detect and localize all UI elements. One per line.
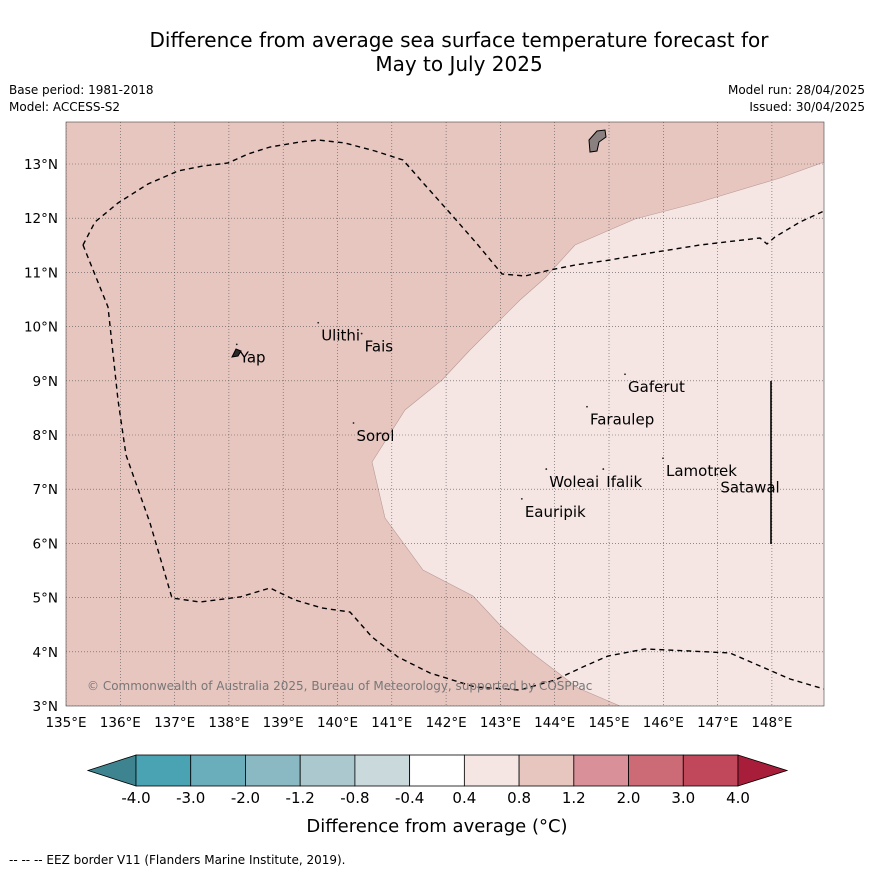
colorbar-tick-label: 4.0 (726, 789, 750, 807)
colorbar-segment (245, 754, 301, 787)
lat-tick-label: 11°N (24, 265, 58, 281)
colorbar-segment (573, 754, 629, 787)
atoll-marker (520, 497, 523, 500)
light-anomaly-region (372, 162, 824, 706)
colorbar-tick-label: 2.0 (617, 789, 641, 807)
base-period: Base period: 1981-2018 (9, 83, 154, 97)
yap-island (231, 348, 242, 358)
lon-tick-label: 148°E (751, 715, 792, 731)
colorbar-segment (190, 754, 246, 787)
colorbar: -4.0 -3.0 -2.0 -1.2 -0.8 -0.4 0.4 0.8 1.2 2.0 3.0 4… (86, 754, 789, 807)
colorbar-segment (299, 754, 356, 787)
colorbar-segment (682, 754, 739, 787)
lon-tick-label: 140°E (317, 715, 358, 731)
place-label: Faraulep (590, 411, 654, 429)
lat-tick-label: 10°N (24, 320, 58, 336)
colorbar-segment (463, 754, 520, 787)
colorbar-segment (628, 754, 684, 787)
place-label: Ulithi (321, 327, 360, 345)
colorbar-tick-label: -2.0 (231, 789, 260, 807)
place-label: Woleai (549, 473, 599, 491)
atoll-marker (360, 332, 363, 335)
atoll-marker (545, 468, 548, 470)
atoll-marker (586, 405, 588, 408)
place-label: Satawal (720, 478, 779, 496)
atoll-marker (662, 457, 664, 460)
colorbar-segment (354, 754, 411, 787)
latitude-tick-labels: 3°N 4°N 5°N 6°N 7°N 8°N 9°N 10°N 11°N 12°N 13°N (24, 157, 58, 715)
lat-tick-label: 8°N (33, 428, 58, 444)
title-line-1: Difference from average sea surface temp… (149, 28, 769, 52)
atoll-marker (317, 321, 320, 324)
meta-right: Model run: 28/04/2025 Issued: 30/04/2025 (728, 82, 865, 116)
place-label: Eauripik (525, 503, 586, 521)
lat-tick-label: 9°N (33, 374, 58, 390)
eez-legend-note: -- -- -- EEZ border V11 (Flanders Marine… (9, 853, 346, 867)
colorbar-segment (135, 754, 192, 787)
lon-tick-label: 146°E (643, 715, 684, 731)
colorbar-label: Difference from average (°C) (306, 816, 567, 837)
atoll-marker (235, 343, 238, 346)
atoll-marker (352, 422, 355, 424)
issued-date: Issued: 30/04/2025 (749, 100, 865, 114)
lon-tick-label: 144°E (534, 715, 575, 731)
place-label: Sorol (357, 427, 395, 445)
guam-island (588, 129, 607, 153)
colorbar-tick-label: -3.0 (176, 789, 205, 807)
lon-tick-label: 141°E (371, 715, 412, 731)
lon-tick-label: 137°E (154, 715, 195, 731)
longitude-tick-labels: 135°E 136°E 137°E 138°E 139°E 140°E 141°E 142°E… (45, 715, 792, 731)
place-labels: Yap Ulithi Fais Sorol Gaferut Faraulep Woleai I… (235, 321, 780, 521)
atoll-marker (624, 373, 626, 376)
lon-tick-label: 139°E (263, 715, 304, 731)
lat-tick-label: 6°N (33, 536, 58, 552)
lon-tick-label: 147°E (697, 715, 738, 731)
lon-tick-label: 143°E (480, 715, 521, 731)
lon-tick-label: 142°E (426, 715, 467, 731)
place-label: Fais (365, 338, 394, 356)
colorbar-segment (518, 754, 575, 787)
title-line-2: May to July 2025 (375, 52, 543, 76)
colorbar-tick-label: -0.4 (395, 789, 424, 807)
colorbar-under-arrow (86, 754, 137, 787)
lat-tick-label: 13°N (24, 157, 58, 173)
model-run: Model run: 28/04/2025 (727, 83, 865, 97)
atoll-marker (716, 473, 719, 476)
map-frame (65, 121, 825, 707)
place-label: Lamotrek (666, 462, 737, 480)
place-label: Gaferut (628, 378, 685, 396)
place-label: Yap (239, 348, 266, 366)
lon-tick-label: 136°E (100, 715, 141, 731)
lon-tick-label: 145°E (588, 715, 629, 731)
colorbar-over-arrow (737, 754, 789, 787)
colorbar-tick-label: -4.0 (121, 789, 150, 807)
colorbar-tick-label: 0.8 (507, 789, 531, 807)
colorbar-tick-label: 0.4 (452, 789, 476, 807)
lat-tick-label: 7°N (33, 482, 58, 498)
region-boundary (371, 161, 824, 706)
lon-tick-label: 135°E (45, 715, 86, 731)
model-name: Model: ACCESS-S2 (9, 100, 121, 114)
lat-tick-label: 3°N (33, 699, 58, 715)
eez-border-left (82, 244, 824, 691)
atoll-marker (602, 468, 605, 470)
lat-tick-label: 12°N (24, 211, 58, 227)
lon-tick-label: 138°E (208, 715, 249, 731)
colorbar-tick-label: -0.8 (340, 789, 369, 807)
copyright-notice: © Commonwealth of Australia 2025, Bureau… (87, 679, 592, 693)
place-label: Ifalik (606, 473, 642, 491)
colorbar-tick-label: -1.2 (286, 789, 315, 807)
meta-left: Base period: 1981-2018 Model: ACCESS-S2 (9, 82, 154, 116)
chart-title: Difference from average sea surface temp… (0, 28, 873, 76)
colorbar-tick-label: 1.2 (562, 789, 586, 807)
eez-border-west (82, 139, 824, 277)
lat-tick-label: 4°N (33, 645, 58, 661)
colorbar-tick-label: 3.0 (671, 789, 695, 807)
colorbar-segment (409, 754, 465, 787)
lat-tick-label: 5°N (33, 591, 58, 607)
